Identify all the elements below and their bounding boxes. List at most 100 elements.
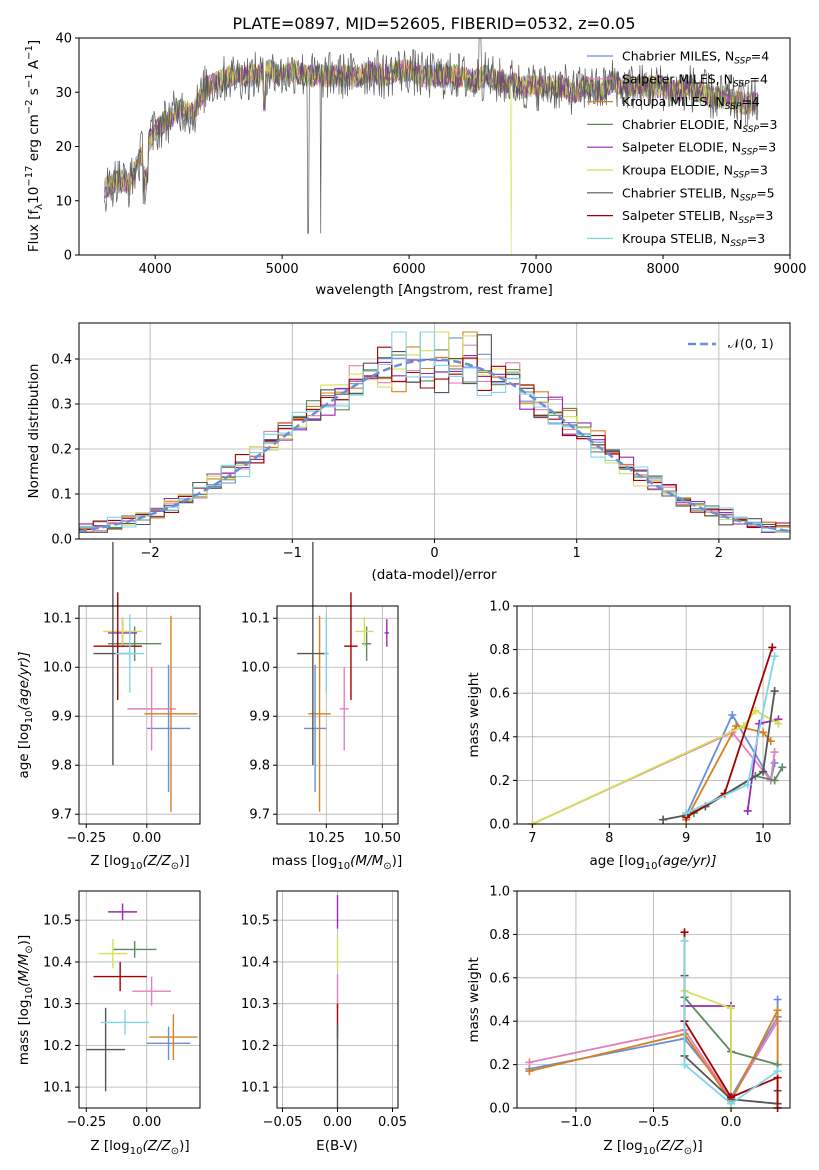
y-tick-label: 0.4 xyxy=(489,1015,510,1030)
x-tick-label: −1 xyxy=(283,546,302,561)
y-tick-label: 10.1 xyxy=(241,1081,270,1096)
weight-age-xlabel: age [log10(age/yr)] xyxy=(589,853,716,872)
y-tick-label: 0.2 xyxy=(489,774,510,789)
weight-series-line xyxy=(532,731,776,825)
y-tick-label: 10.2 xyxy=(43,1039,72,1054)
weight-point-marker xyxy=(770,687,779,696)
legend-label: Chabrier MILES, NSSP=4 xyxy=(622,49,769,67)
x-tick-label: 6000 xyxy=(393,262,426,277)
spectrum-series-line xyxy=(104,59,759,202)
spectrum-ylabel: Flux [fλ10−17 erg cm−2 s−1 A−1] xyxy=(24,40,45,252)
y-tick-label: 0.4 xyxy=(51,353,72,368)
residual-histogram xyxy=(79,346,790,531)
age-metallicity-panel: −0.25 0.00 9.7 9.8 9.9 10.0 10.1 Z [log10(Z/Z⊙… xyxy=(16,541,201,872)
y-tick-label: 10.5 xyxy=(43,914,72,929)
weight-point-marker xyxy=(682,809,691,818)
weight-series-line xyxy=(532,709,779,825)
y-tick-label: 10.4 xyxy=(43,955,72,970)
spectrum-top-clip xyxy=(79,30,790,38)
y-tick-label: 0.3 xyxy=(51,398,72,413)
weight-age-grid xyxy=(517,605,790,825)
spectrum-legend: Chabrier MILES, NSSP=4 Salpeter MILES, NS… xyxy=(587,49,777,249)
age-metallicity-ticks: −0.25 0.00 9.7 9.8 9.9 10.0 10.1 xyxy=(43,612,161,846)
mass-metallicity-panel: −0.25 0.00 10.1 10.2 10.3 10.4 10.5 Z [log10(Z… xyxy=(16,890,201,1157)
age-mass-frame xyxy=(276,605,399,825)
weight-metallicity-frame xyxy=(516,890,791,1109)
residual-histograms xyxy=(78,331,791,533)
weight-point-marker xyxy=(743,806,752,815)
weight-metallicity-panel: −1.0 −0.5 0.0 0.0 0.2 0.4 0.6 0.8 1.0 Z [log10(Z… xyxy=(466,885,791,1157)
weight-point-marker xyxy=(728,711,737,719)
weight-point-marker xyxy=(773,1006,782,1015)
spectrum-ticks: 4000 5000 6000 7000 8000 9000 0 10 20 30 40 xyxy=(55,32,806,278)
y-tick-label: 0.0 xyxy=(51,533,72,548)
residual-histogram xyxy=(79,334,790,533)
mass-extinction-ticks: −0.05 0.00 0.05 10.1 10.2 10.3 10.4 10.5 xyxy=(241,914,407,1130)
weight-metallicity-xlabel: Z [log10(Z/Z⊙)] xyxy=(603,1138,702,1157)
weight-age-lines xyxy=(528,643,787,828)
weight-point-marker xyxy=(680,1060,689,1069)
spectrum-series-line xyxy=(104,26,759,234)
y-tick-label: 10.2 xyxy=(241,1039,270,1054)
weight-point-marker xyxy=(770,776,779,785)
y-tick-label: 10.5 xyxy=(241,914,270,929)
x-tick-label: 1 xyxy=(573,546,581,561)
weight-age-panel: 7 8 9 10 0.0 0.2 0.4 0.6 0.8 1.0 age [log10(age/y… xyxy=(466,600,791,872)
age-mass-panel: 10.25 10.50 9.7 9.8 9.9 10.0 10.1 mass [log10(… xyxy=(241,541,402,872)
spectrum-frame xyxy=(78,37,791,256)
y-tick-label: 10.0 xyxy=(43,661,72,676)
x-tick-label: 8 xyxy=(605,831,613,846)
weight-metallicity-ticks: −1.0 −0.5 0.0 0.0 0.2 0.4 0.6 0.8 1.0 xyxy=(489,885,741,1131)
x-tick-label: 0.00 xyxy=(132,831,161,846)
weight-point-marker xyxy=(773,1067,782,1076)
weight-point-marker xyxy=(727,1099,736,1108)
age-mass-ticks: 10.25 10.50 9.7 9.8 9.9 10.0 10.1 xyxy=(241,612,401,846)
x-tick-label: 5000 xyxy=(266,262,299,277)
y-tick-label: 10.4 xyxy=(241,955,270,970)
x-tick-label: −1.0 xyxy=(560,1115,592,1130)
spectrum-title: PLATE=0897, MJD=52605, FIBERID=0532, z=0… xyxy=(232,14,635,33)
weight-point-marker xyxy=(751,706,760,715)
weight-point-marker xyxy=(778,763,787,772)
mass-extinction-frame xyxy=(276,890,399,1109)
x-tick-label: 0.00 xyxy=(323,1115,352,1130)
weight-age-frame xyxy=(516,605,791,825)
x-tick-label: −0.5 xyxy=(638,1115,670,1130)
x-tick-label: 0.00 xyxy=(132,1115,161,1130)
spectrum-xlabel: wavelength [Angstrom, rest frame] xyxy=(315,282,553,298)
y-tick-label: 10.1 xyxy=(43,612,72,627)
weight-point-marker xyxy=(659,815,668,824)
spectrum-panel: PLATE=0897, MJD=52605, FIBERID=0532, z=0… xyxy=(24,14,807,298)
y-tick-label: 1.0 xyxy=(489,600,510,615)
y-tick-label: 10 xyxy=(55,194,72,209)
y-tick-label: 9.9 xyxy=(51,710,72,725)
age-metallicity-xlabel: Z [log10(Z/Z⊙)] xyxy=(90,853,189,872)
spectrum-lines xyxy=(104,26,759,256)
x-tick-label: −2 xyxy=(141,546,160,561)
y-tick-label: 9.9 xyxy=(249,710,270,725)
weight-point-marker xyxy=(770,652,779,661)
x-tick-label: 9000 xyxy=(773,262,806,277)
weight-point-marker xyxy=(727,1004,736,1013)
mass-extinction-xlabel: E(B-V) xyxy=(316,1138,358,1154)
legend-label: Salpeter MILES, NSSP=4 xyxy=(622,71,768,89)
weight-point-marker xyxy=(680,936,689,945)
mass-metallicity-ylabel: mass [log10(M/M⊙)] xyxy=(16,935,35,1065)
x-tick-label: 4000 xyxy=(139,262,172,277)
y-tick-label: 30 xyxy=(55,86,72,101)
y-tick-label: 9.8 xyxy=(51,759,72,774)
y-tick-label: 1.0 xyxy=(489,885,510,900)
x-tick-label: 10.50 xyxy=(364,831,401,846)
y-tick-label: 0.2 xyxy=(489,1058,510,1073)
x-tick-label: −0.05 xyxy=(263,1115,303,1130)
residual-frame xyxy=(78,322,791,540)
weight-point-marker xyxy=(773,995,782,1004)
y-tick-label: 10.1 xyxy=(43,1081,72,1096)
weight-series-line xyxy=(685,724,772,821)
y-tick-label: 0.0 xyxy=(489,818,510,833)
weight-series-line xyxy=(529,1020,779,1101)
legend-label: Kroupa MILES, NSSP=4 xyxy=(622,94,760,112)
age-metallicity-ylabel: age [log10(age/yr)] xyxy=(16,651,35,778)
x-tick-label: 9 xyxy=(682,831,690,846)
normal-legend-label: 𝒩(0, 1) xyxy=(728,336,774,351)
